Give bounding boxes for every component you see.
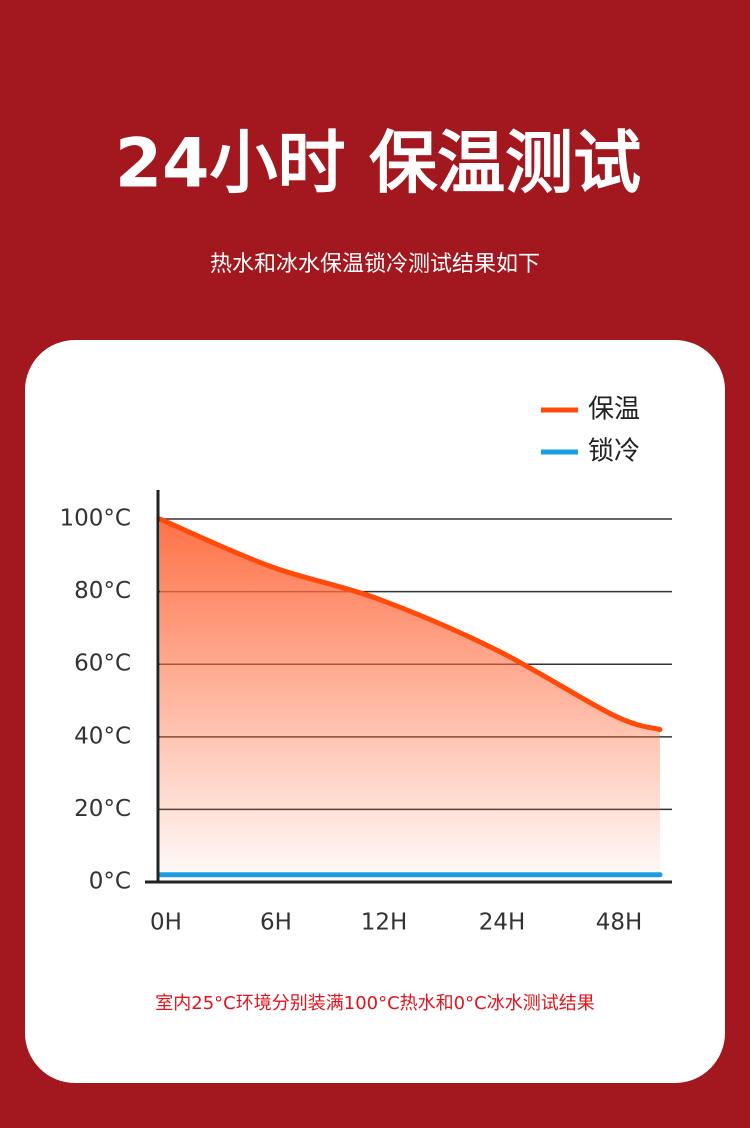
y-tick-label: 100°C [60,506,131,532]
x-tick-label: 6H [260,910,292,936]
x-tick-label: 0H [150,910,182,936]
y-tick-label: 0°C [89,869,131,895]
legend-label: 保温 [588,395,640,425]
area [160,519,660,882]
chart-note: 室内25°C环境分别装满100°C热水和0°C冰水测试结果 [155,993,594,1014]
x-tick-label: 48H [596,910,643,936]
page-title: 24小时 保温测试 [115,125,641,204]
x-tick-label: 12H [361,910,408,936]
y-tick-label: 40°C [74,723,131,749]
y-tick-label: 60°C [74,651,131,677]
page-subtitle: 热水和冰水保温锁冷测试结果如下 [210,252,540,277]
line [157,516,663,733]
y-tick-label: 20°C [74,796,131,822]
x-tick-label: 24H [479,910,526,936]
legend-label: 锁冷 [588,437,640,467]
y-tick-label: 80°C [74,578,131,604]
